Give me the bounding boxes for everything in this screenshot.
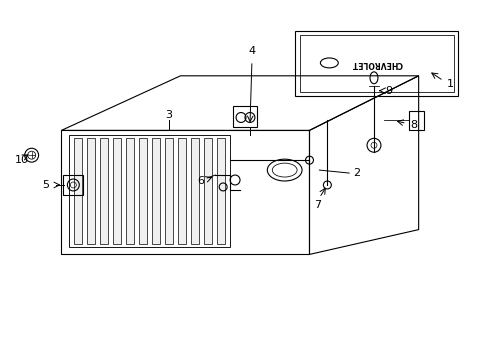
Text: 4: 4 <box>248 46 255 56</box>
Bar <box>152 138 160 244</box>
Text: 5: 5 <box>42 180 49 190</box>
Text: CHEVROLET: CHEVROLET <box>351 59 402 68</box>
Bar <box>100 138 108 244</box>
Bar <box>113 138 121 244</box>
Bar <box>87 138 95 244</box>
Bar <box>178 138 186 244</box>
Text: 6: 6 <box>197 176 203 186</box>
Bar <box>139 138 147 244</box>
Text: 7: 7 <box>313 200 320 210</box>
Bar <box>63 175 83 195</box>
Text: 9: 9 <box>385 86 392 96</box>
Bar <box>74 138 82 244</box>
Bar <box>204 138 212 244</box>
Text: 1: 1 <box>446 79 453 89</box>
Bar <box>126 138 134 244</box>
Bar <box>69 135 230 247</box>
Text: 3: 3 <box>165 109 172 120</box>
Bar <box>165 138 173 244</box>
Bar <box>408 111 423 130</box>
Text: 10: 10 <box>15 155 29 165</box>
Bar <box>191 138 199 244</box>
Text: 8: 8 <box>409 121 416 130</box>
Bar <box>233 105 256 127</box>
Text: 2: 2 <box>353 168 360 178</box>
Bar <box>217 138 224 244</box>
